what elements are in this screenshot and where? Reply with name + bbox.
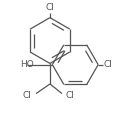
Text: Cl: Cl <box>23 92 32 101</box>
Text: HO: HO <box>20 60 34 69</box>
Text: Cl: Cl <box>46 3 54 12</box>
Text: Cl: Cl <box>66 92 75 101</box>
Text: Cl: Cl <box>104 60 112 69</box>
